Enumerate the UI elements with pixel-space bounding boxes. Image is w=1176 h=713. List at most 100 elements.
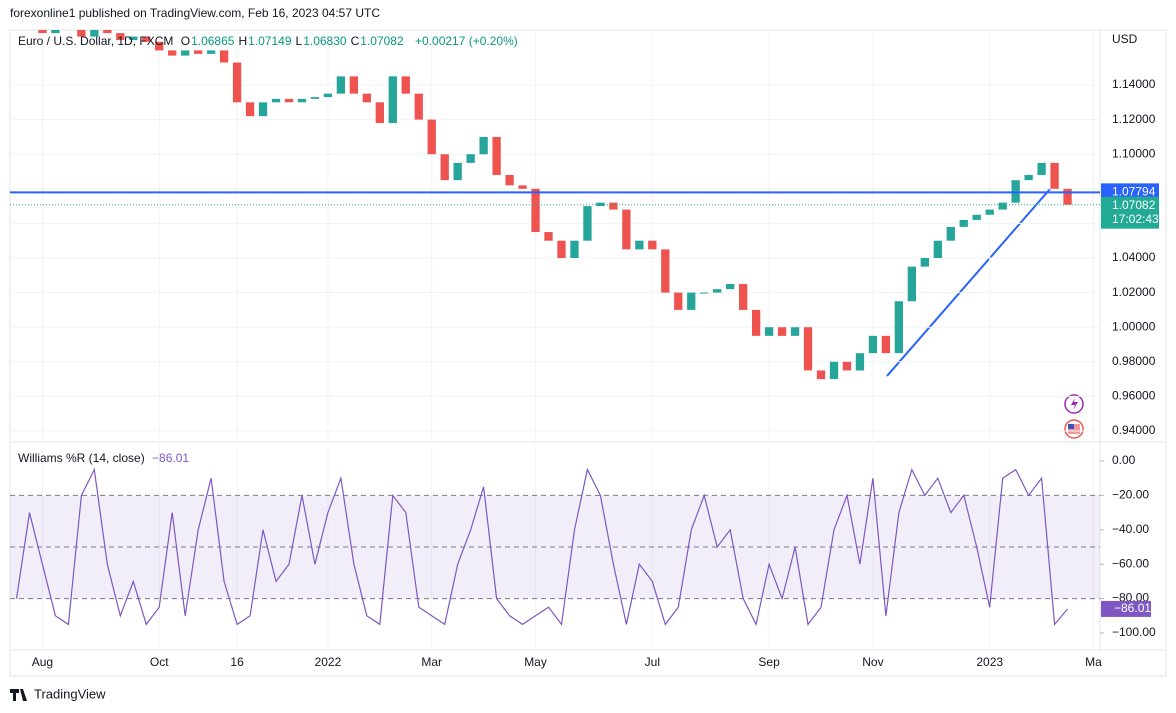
candle	[362, 93, 371, 103]
candle	[284, 98, 294, 103]
candle	[142, 36, 151, 42]
candle	[492, 136, 501, 175]
candle	[959, 219, 968, 227]
candle	[194, 50, 203, 54]
candle	[726, 283, 735, 290]
y-tick-label: 0.98000	[1112, 354, 1156, 368]
candle	[713, 289, 722, 293]
ohlc-value: 1.07082	[360, 34, 404, 48]
candle	[466, 154, 475, 163]
price-legend: Euro / U.S. Dollar, 1D, FXCM O1.06865 H1.…	[18, 34, 522, 48]
candle	[622, 209, 631, 250]
x-tick-label: Nov	[862, 655, 883, 669]
candle	[933, 240, 942, 259]
y-tick-label: 1.14000	[1112, 77, 1156, 91]
trend-line	[886, 188, 1051, 377]
candle	[103, 30, 112, 34]
candle	[1024, 174, 1033, 181]
candle	[972, 214, 981, 220]
wr-badge	[1101, 600, 1151, 617]
x-tick-label: Mar	[421, 655, 442, 669]
candle	[985, 209, 994, 215]
candle	[219, 50, 229, 63]
wr-badge-label: −86.01	[1114, 601, 1151, 615]
y-tick-label: 1.10000	[1112, 146, 1156, 160]
x-tick-label: 2023	[976, 655, 1003, 669]
change: +0.00217 (+0.20%)	[415, 34, 518, 48]
y-tick-label: 1.12000	[1112, 112, 1156, 126]
x-tick-label: Jul	[645, 655, 660, 669]
candle	[90, 30, 99, 37]
price-pane	[10, 30, 1100, 440]
symbol-title: Euro / U.S. Dollar, 1D, FXCM	[18, 34, 174, 48]
wr-line	[15, 467, 1069, 627]
candle	[310, 97, 320, 99]
candle	[648, 240, 657, 250]
candle	[544, 232, 553, 241]
brand: TradingView	[10, 686, 106, 701]
candle	[777, 327, 787, 336]
wr-tick-label: −40.00	[1112, 522, 1149, 536]
candle	[168, 50, 177, 56]
candle	[1063, 188, 1072, 205]
candle	[401, 76, 410, 94]
candle	[38, 30, 47, 34]
candle	[1050, 162, 1059, 189]
x-tick-label: Ma	[1085, 655, 1102, 669]
candle	[868, 335, 878, 354]
level-badge	[1101, 183, 1159, 201]
last-label: 1.07082	[1112, 198, 1156, 212]
ohlc-key: H	[238, 34, 248, 48]
candle	[596, 202, 605, 207]
candle	[842, 361, 852, 371]
candle	[907, 266, 916, 302]
ohlc-key: O	[180, 34, 191, 48]
wr-pane	[10, 445, 1100, 650]
wr-title: Williams %R (14, close)	[18, 451, 145, 465]
wr-tick-label: −60.00	[1112, 556, 1149, 570]
candle	[531, 188, 540, 233]
candle	[609, 202, 618, 210]
candle	[323, 93, 333, 98]
wr-tick-label: −100.00	[1112, 625, 1156, 639]
ohlc-key: L	[295, 34, 303, 48]
candle	[505, 174, 514, 186]
candle	[751, 309, 761, 336]
candle	[829, 361, 839, 380]
wr-current: −86.01	[152, 451, 190, 465]
ohlc: O1.06865 H1.07149 L1.06830 C1.07082	[181, 34, 408, 48]
x-tick-label: 2022	[315, 655, 342, 669]
currency: USD	[1112, 32, 1138, 46]
countdown: 17:02:43	[1112, 212, 1159, 226]
x-tick-label: Aug	[32, 655, 53, 669]
candle	[635, 240, 644, 250]
candle	[518, 185, 527, 189]
candle	[206, 50, 216, 54]
candle	[1037, 162, 1046, 175]
ohlc-value: 1.07149	[248, 34, 292, 48]
level-label: 1.07794	[1112, 185, 1156, 199]
candle	[803, 327, 813, 371]
x-tick-label: May	[524, 655, 547, 669]
wr-legend: Williams %R (14, close) −86.01	[18, 451, 193, 465]
wr-tick-label: −20.00	[1112, 488, 1149, 502]
y-tick-label: 1.02000	[1112, 285, 1156, 299]
x-tick-label: 16	[230, 655, 244, 669]
frame	[9, 29, 1167, 677]
candle	[920, 258, 929, 267]
candle	[349, 76, 359, 94]
candle	[674, 292, 683, 310]
candle	[414, 93, 423, 120]
brand-name: TradingView	[34, 686, 106, 701]
candle	[570, 240, 579, 259]
x-tick-label: Sep	[758, 655, 780, 669]
publisher: forexonline1 published on TradingView.co…	[10, 6, 380, 20]
candle	[894, 301, 904, 354]
candle	[245, 102, 255, 117]
y-tick-label: 0.94000	[1112, 423, 1156, 437]
candle	[764, 327, 774, 336]
ohlc-value: 1.06830	[303, 34, 347, 48]
candle	[881, 335, 891, 354]
